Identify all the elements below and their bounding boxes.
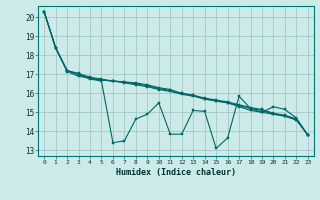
X-axis label: Humidex (Indice chaleur): Humidex (Indice chaleur) xyxy=(116,168,236,177)
